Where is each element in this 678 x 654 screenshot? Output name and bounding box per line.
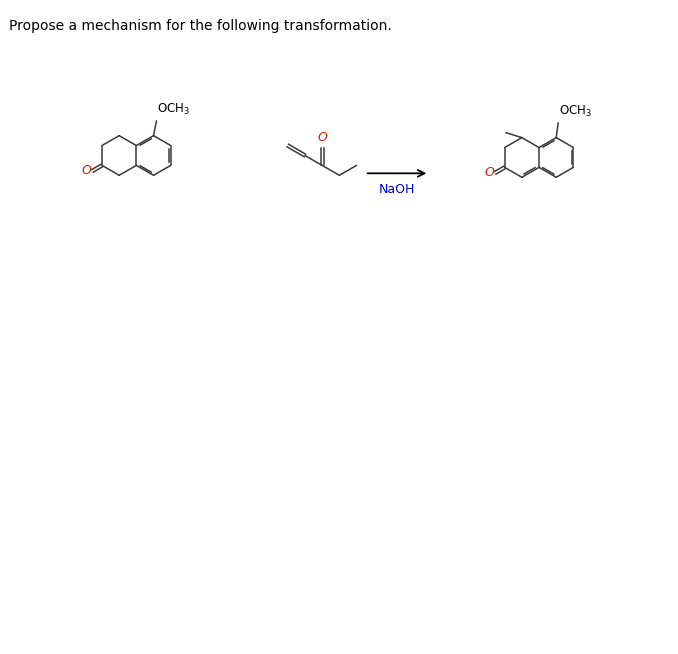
Text: OCH$_3$: OCH$_3$	[157, 102, 191, 117]
Text: OCH$_3$: OCH$_3$	[559, 104, 592, 119]
Text: O: O	[317, 131, 327, 144]
Text: NaOH: NaOH	[379, 183, 415, 196]
Text: O: O	[484, 166, 494, 179]
Text: Propose a mechanism for the following transformation.: Propose a mechanism for the following tr…	[9, 19, 391, 33]
Text: O: O	[81, 164, 92, 177]
